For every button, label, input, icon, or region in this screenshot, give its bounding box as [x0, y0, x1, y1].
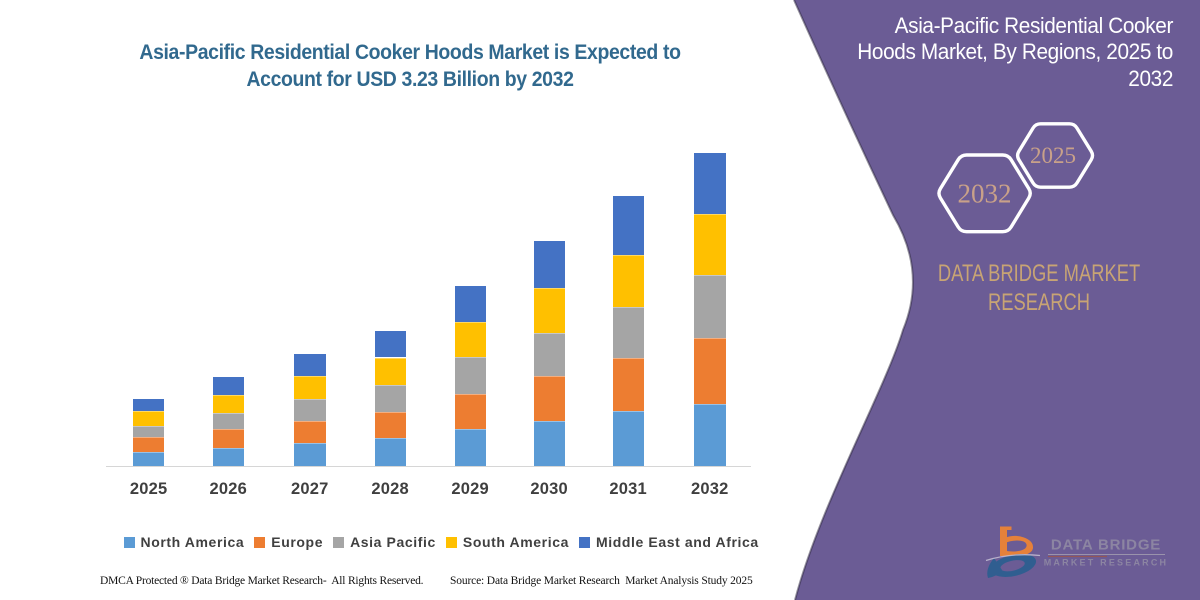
svg-text:DATA BRIDGE: DATA BRIDGE [1051, 537, 1161, 554]
svg-text:2032: 2032 [958, 179, 1012, 209]
svg-text:2025: 2025 [1030, 143, 1076, 168]
svg-text:MARKET RESEARCH: MARKET RESEARCH [1044, 558, 1169, 568]
